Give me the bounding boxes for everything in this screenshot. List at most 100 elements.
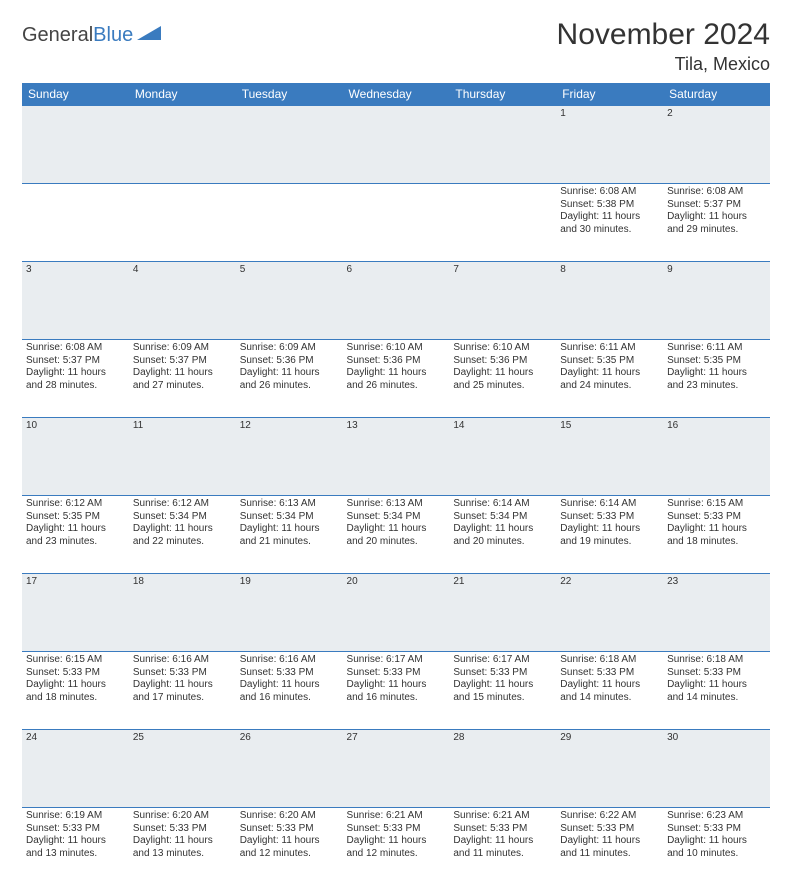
week-row: Sunrise: 6:19 AMSunset: 5:33 PMDaylight:…	[22, 808, 770, 886]
sunset-text: Sunset: 5:33 PM	[453, 667, 552, 680]
sunrise-text: Sunrise: 6:20 AM	[133, 810, 232, 823]
day-cell: Sunrise: 6:10 AMSunset: 5:36 PMDaylight:…	[449, 340, 556, 418]
daynum-row: 24252627282930	[22, 730, 770, 808]
sunrise-text: Sunrise: 6:15 AM	[667, 498, 766, 511]
day-cell: Sunrise: 6:13 AMSunset: 5:34 PMDaylight:…	[343, 496, 450, 574]
daylight-text: and 21 minutes.	[240, 536, 339, 549]
daylight-text: Daylight: 11 hours	[453, 679, 552, 692]
sunrise-text: Sunrise: 6:21 AM	[347, 810, 446, 823]
sunset-text: Sunset: 5:36 PM	[240, 355, 339, 368]
day-number: 23	[663, 574, 770, 652]
sunset-text: Sunset: 5:37 PM	[26, 355, 125, 368]
title-block: November 2024 Tila, Mexico	[557, 18, 770, 75]
month-title: November 2024	[557, 18, 770, 52]
daylight-text: Daylight: 11 hours	[133, 679, 232, 692]
daylight-text: Daylight: 11 hours	[26, 367, 125, 380]
sunset-text: Sunset: 5:34 PM	[347, 511, 446, 524]
daynum-row: 17181920212223	[22, 574, 770, 652]
daylight-text: and 19 minutes.	[560, 536, 659, 549]
week-row: Sunrise: 6:08 AMSunset: 5:37 PMDaylight:…	[22, 340, 770, 418]
sunset-text: Sunset: 5:33 PM	[240, 667, 339, 680]
day-number: 17	[22, 574, 129, 652]
sunset-text: Sunset: 5:36 PM	[453, 355, 552, 368]
sunset-text: Sunset: 5:33 PM	[133, 823, 232, 836]
daylight-text: and 12 minutes.	[240, 848, 339, 861]
weekday-header: Tuesday	[236, 83, 343, 106]
day-cell: Sunrise: 6:10 AMSunset: 5:36 PMDaylight:…	[343, 340, 450, 418]
week-row: Sunrise: 6:15 AMSunset: 5:33 PMDaylight:…	[22, 652, 770, 730]
day-cell: Sunrise: 6:16 AMSunset: 5:33 PMDaylight:…	[236, 652, 343, 730]
day-number	[129, 106, 236, 184]
day-cell: Sunrise: 6:18 AMSunset: 5:33 PMDaylight:…	[556, 652, 663, 730]
day-number: 22	[556, 574, 663, 652]
day-number: 24	[22, 730, 129, 808]
day-cell: Sunrise: 6:23 AMSunset: 5:33 PMDaylight:…	[663, 808, 770, 886]
day-number: 18	[129, 574, 236, 652]
daylight-text: Daylight: 11 hours	[347, 835, 446, 848]
day-cell: Sunrise: 6:09 AMSunset: 5:36 PMDaylight:…	[236, 340, 343, 418]
daylight-text: Daylight: 11 hours	[560, 835, 659, 848]
sunset-text: Sunset: 5:36 PM	[347, 355, 446, 368]
daylight-text: and 24 minutes.	[560, 380, 659, 393]
sunrise-text: Sunrise: 6:15 AM	[26, 654, 125, 667]
sunrise-text: Sunrise: 6:17 AM	[453, 654, 552, 667]
sunrise-text: Sunrise: 6:09 AM	[133, 342, 232, 355]
day-number: 2	[663, 106, 770, 184]
sunset-text: Sunset: 5:33 PM	[133, 667, 232, 680]
day-cell	[343, 184, 450, 262]
daylight-text: Daylight: 11 hours	[347, 367, 446, 380]
week-row: Sunrise: 6:08 AMSunset: 5:38 PMDaylight:…	[22, 184, 770, 262]
day-number: 14	[449, 418, 556, 496]
daylight-text: Daylight: 11 hours	[453, 835, 552, 848]
logo-triangle-icon	[137, 24, 163, 47]
day-number: 27	[343, 730, 450, 808]
header: GeneralBlue November 2024 Tila, Mexico	[22, 18, 770, 75]
day-cell: Sunrise: 6:16 AMSunset: 5:33 PMDaylight:…	[129, 652, 236, 730]
sunset-text: Sunset: 5:33 PM	[347, 823, 446, 836]
daylight-text: Daylight: 11 hours	[560, 211, 659, 224]
day-cell: Sunrise: 6:20 AMSunset: 5:33 PMDaylight:…	[236, 808, 343, 886]
sunset-text: Sunset: 5:33 PM	[560, 511, 659, 524]
day-cell	[22, 184, 129, 262]
daylight-text: Daylight: 11 hours	[347, 679, 446, 692]
logo: GeneralBlue	[22, 24, 163, 47]
daylight-text: Daylight: 11 hours	[240, 367, 339, 380]
daylight-text: Daylight: 11 hours	[347, 523, 446, 536]
sunset-text: Sunset: 5:33 PM	[453, 823, 552, 836]
daylight-text: Daylight: 11 hours	[133, 835, 232, 848]
daylight-text: Daylight: 11 hours	[560, 367, 659, 380]
day-number: 28	[449, 730, 556, 808]
calendar-body: 12Sunrise: 6:08 AMSunset: 5:38 PMDayligh…	[22, 106, 770, 886]
sunrise-text: Sunrise: 6:08 AM	[667, 186, 766, 199]
day-number: 12	[236, 418, 343, 496]
daylight-text: and 18 minutes.	[26, 692, 125, 705]
daylight-text: and 23 minutes.	[26, 536, 125, 549]
day-cell: Sunrise: 6:12 AMSunset: 5:35 PMDaylight:…	[22, 496, 129, 574]
daylight-text: Daylight: 11 hours	[560, 679, 659, 692]
daylight-text: Daylight: 11 hours	[560, 523, 659, 536]
sunset-text: Sunset: 5:34 PM	[133, 511, 232, 524]
sunset-text: Sunset: 5:37 PM	[667, 199, 766, 212]
day-number: 3	[22, 262, 129, 340]
day-cell	[449, 184, 556, 262]
sunrise-text: Sunrise: 6:12 AM	[26, 498, 125, 511]
day-number: 19	[236, 574, 343, 652]
day-number: 1	[556, 106, 663, 184]
day-cell: Sunrise: 6:14 AMSunset: 5:33 PMDaylight:…	[556, 496, 663, 574]
day-number	[22, 106, 129, 184]
sunrise-text: Sunrise: 6:21 AM	[453, 810, 552, 823]
sunset-text: Sunset: 5:34 PM	[240, 511, 339, 524]
daylight-text: and 27 minutes.	[133, 380, 232, 393]
day-number: 5	[236, 262, 343, 340]
daylight-text: Daylight: 11 hours	[133, 367, 232, 380]
logo-text-2: Blue	[93, 24, 133, 46]
day-cell: Sunrise: 6:08 AMSunset: 5:38 PMDaylight:…	[556, 184, 663, 262]
day-number: 13	[343, 418, 450, 496]
weekday-header: Saturday	[663, 83, 770, 106]
daylight-text: and 16 minutes.	[240, 692, 339, 705]
daynum-row: 3456789	[22, 262, 770, 340]
sunrise-text: Sunrise: 6:22 AM	[560, 810, 659, 823]
day-cell: Sunrise: 6:08 AMSunset: 5:37 PMDaylight:…	[663, 184, 770, 262]
logo-text: GeneralBlue	[22, 24, 133, 47]
day-number: 7	[449, 262, 556, 340]
